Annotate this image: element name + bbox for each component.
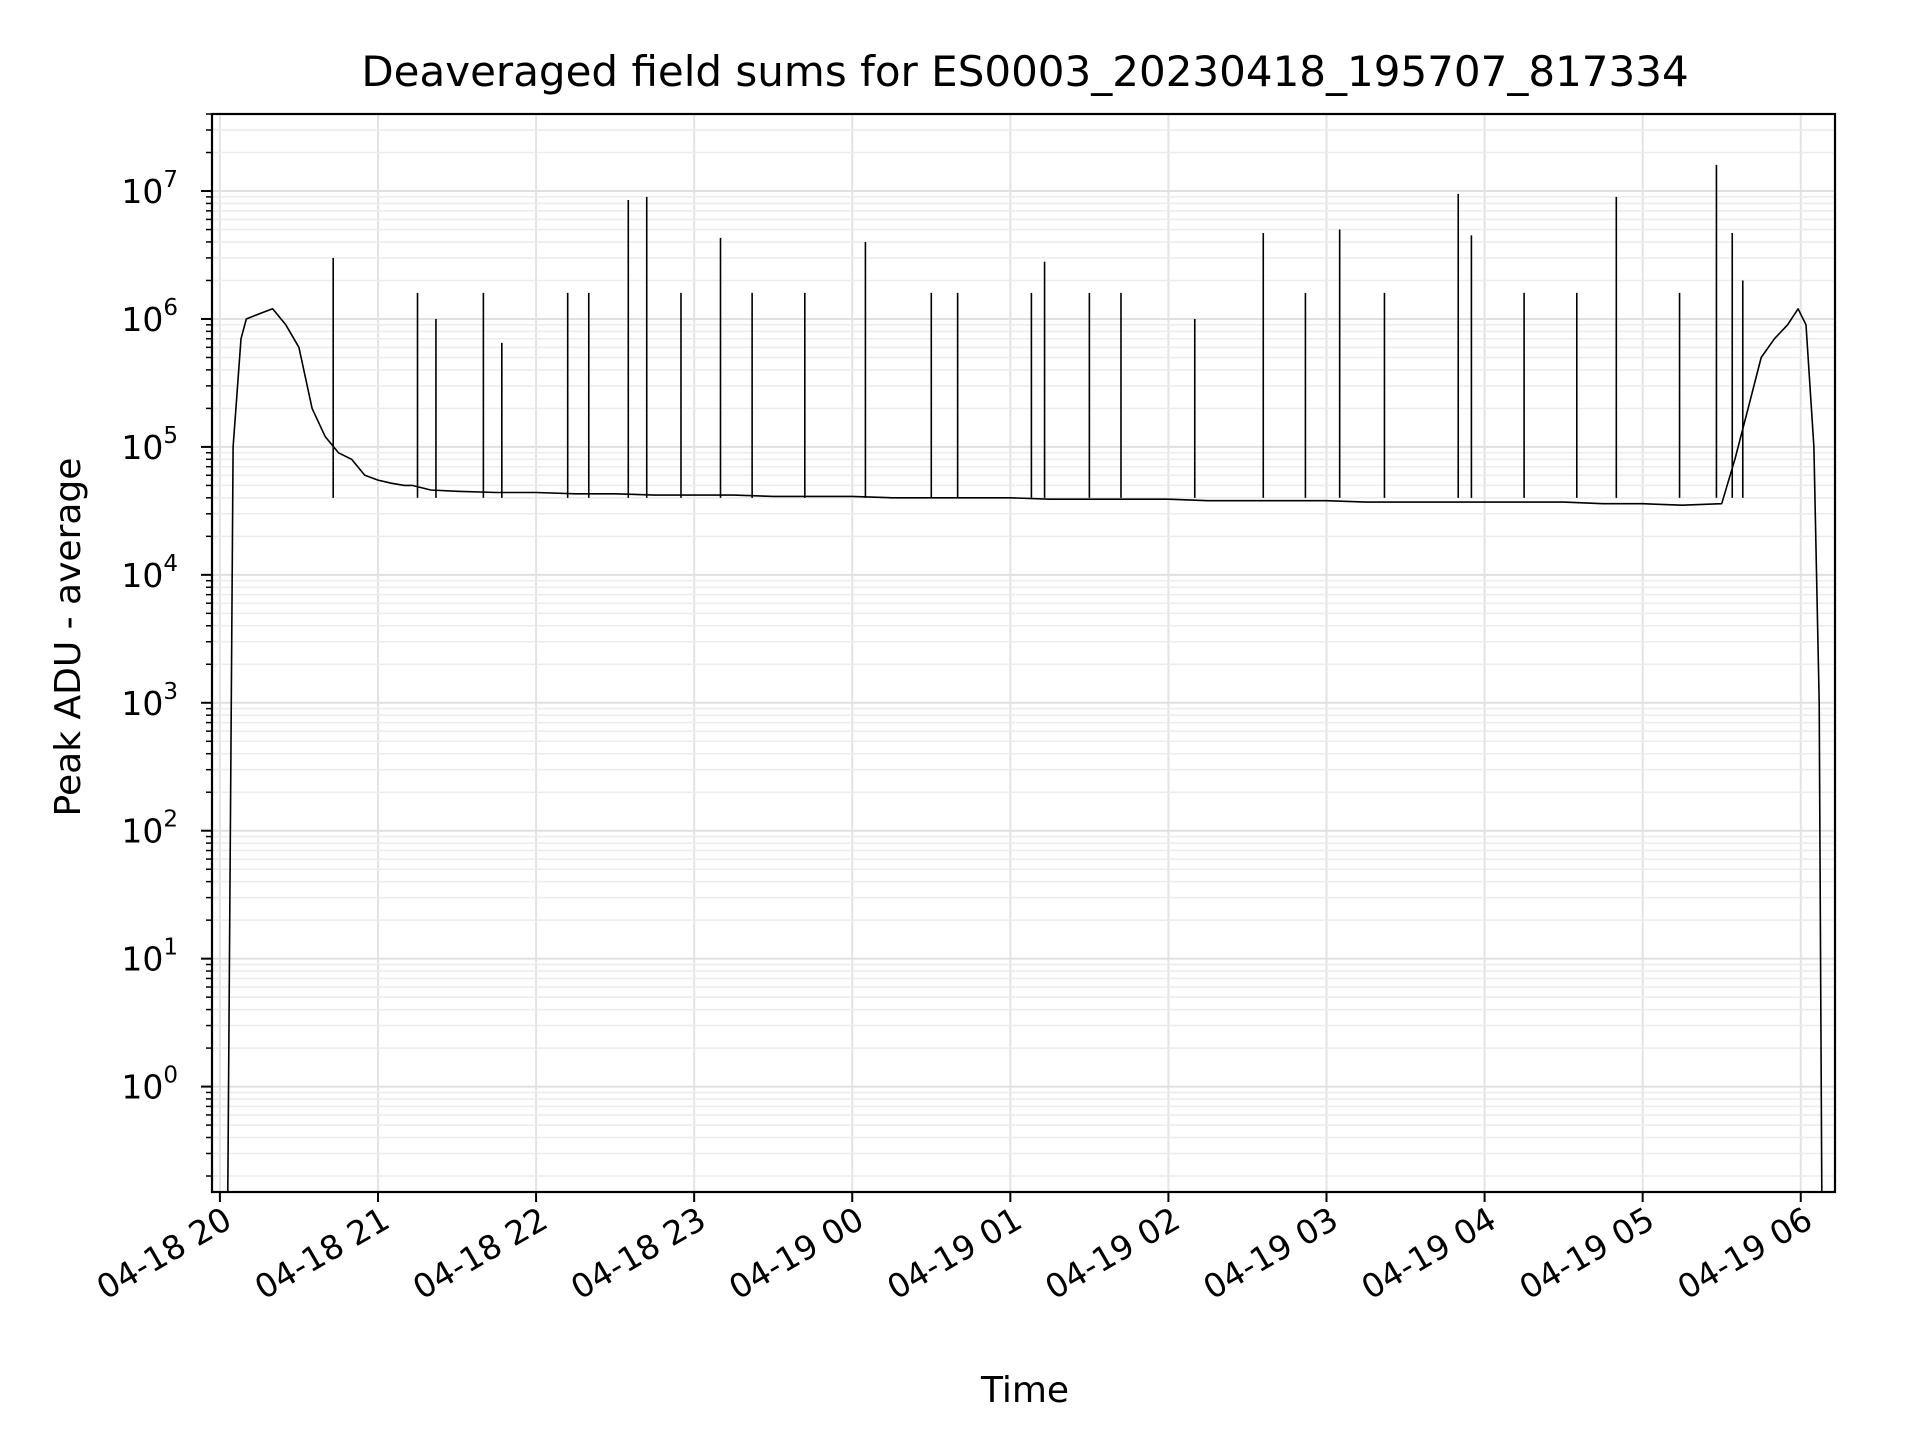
chart-title: Deaveraged field sums for ES0003_2023041… — [361, 47, 1688, 96]
y-tick-label: 103 — [121, 679, 178, 723]
y-tick-label: 107 — [121, 167, 178, 211]
y-axis-label: Peak ADU - average — [48, 458, 89, 817]
y-tick-label: 102 — [121, 807, 178, 851]
y-tick-label: 104 — [121, 551, 178, 595]
plot-frame — [210, 112, 1837, 1194]
y-tick-label: 101 — [121, 935, 178, 979]
y-tick-label: 106 — [121, 295, 178, 339]
y-tick-label: 100 — [121, 1063, 178, 1107]
grid-layer — [212, 113, 1835, 1192]
series-layer — [227, 164, 1823, 1193]
x-axis-label: Time — [980, 1370, 1069, 1411]
y-tick-label: 105 — [121, 423, 178, 467]
